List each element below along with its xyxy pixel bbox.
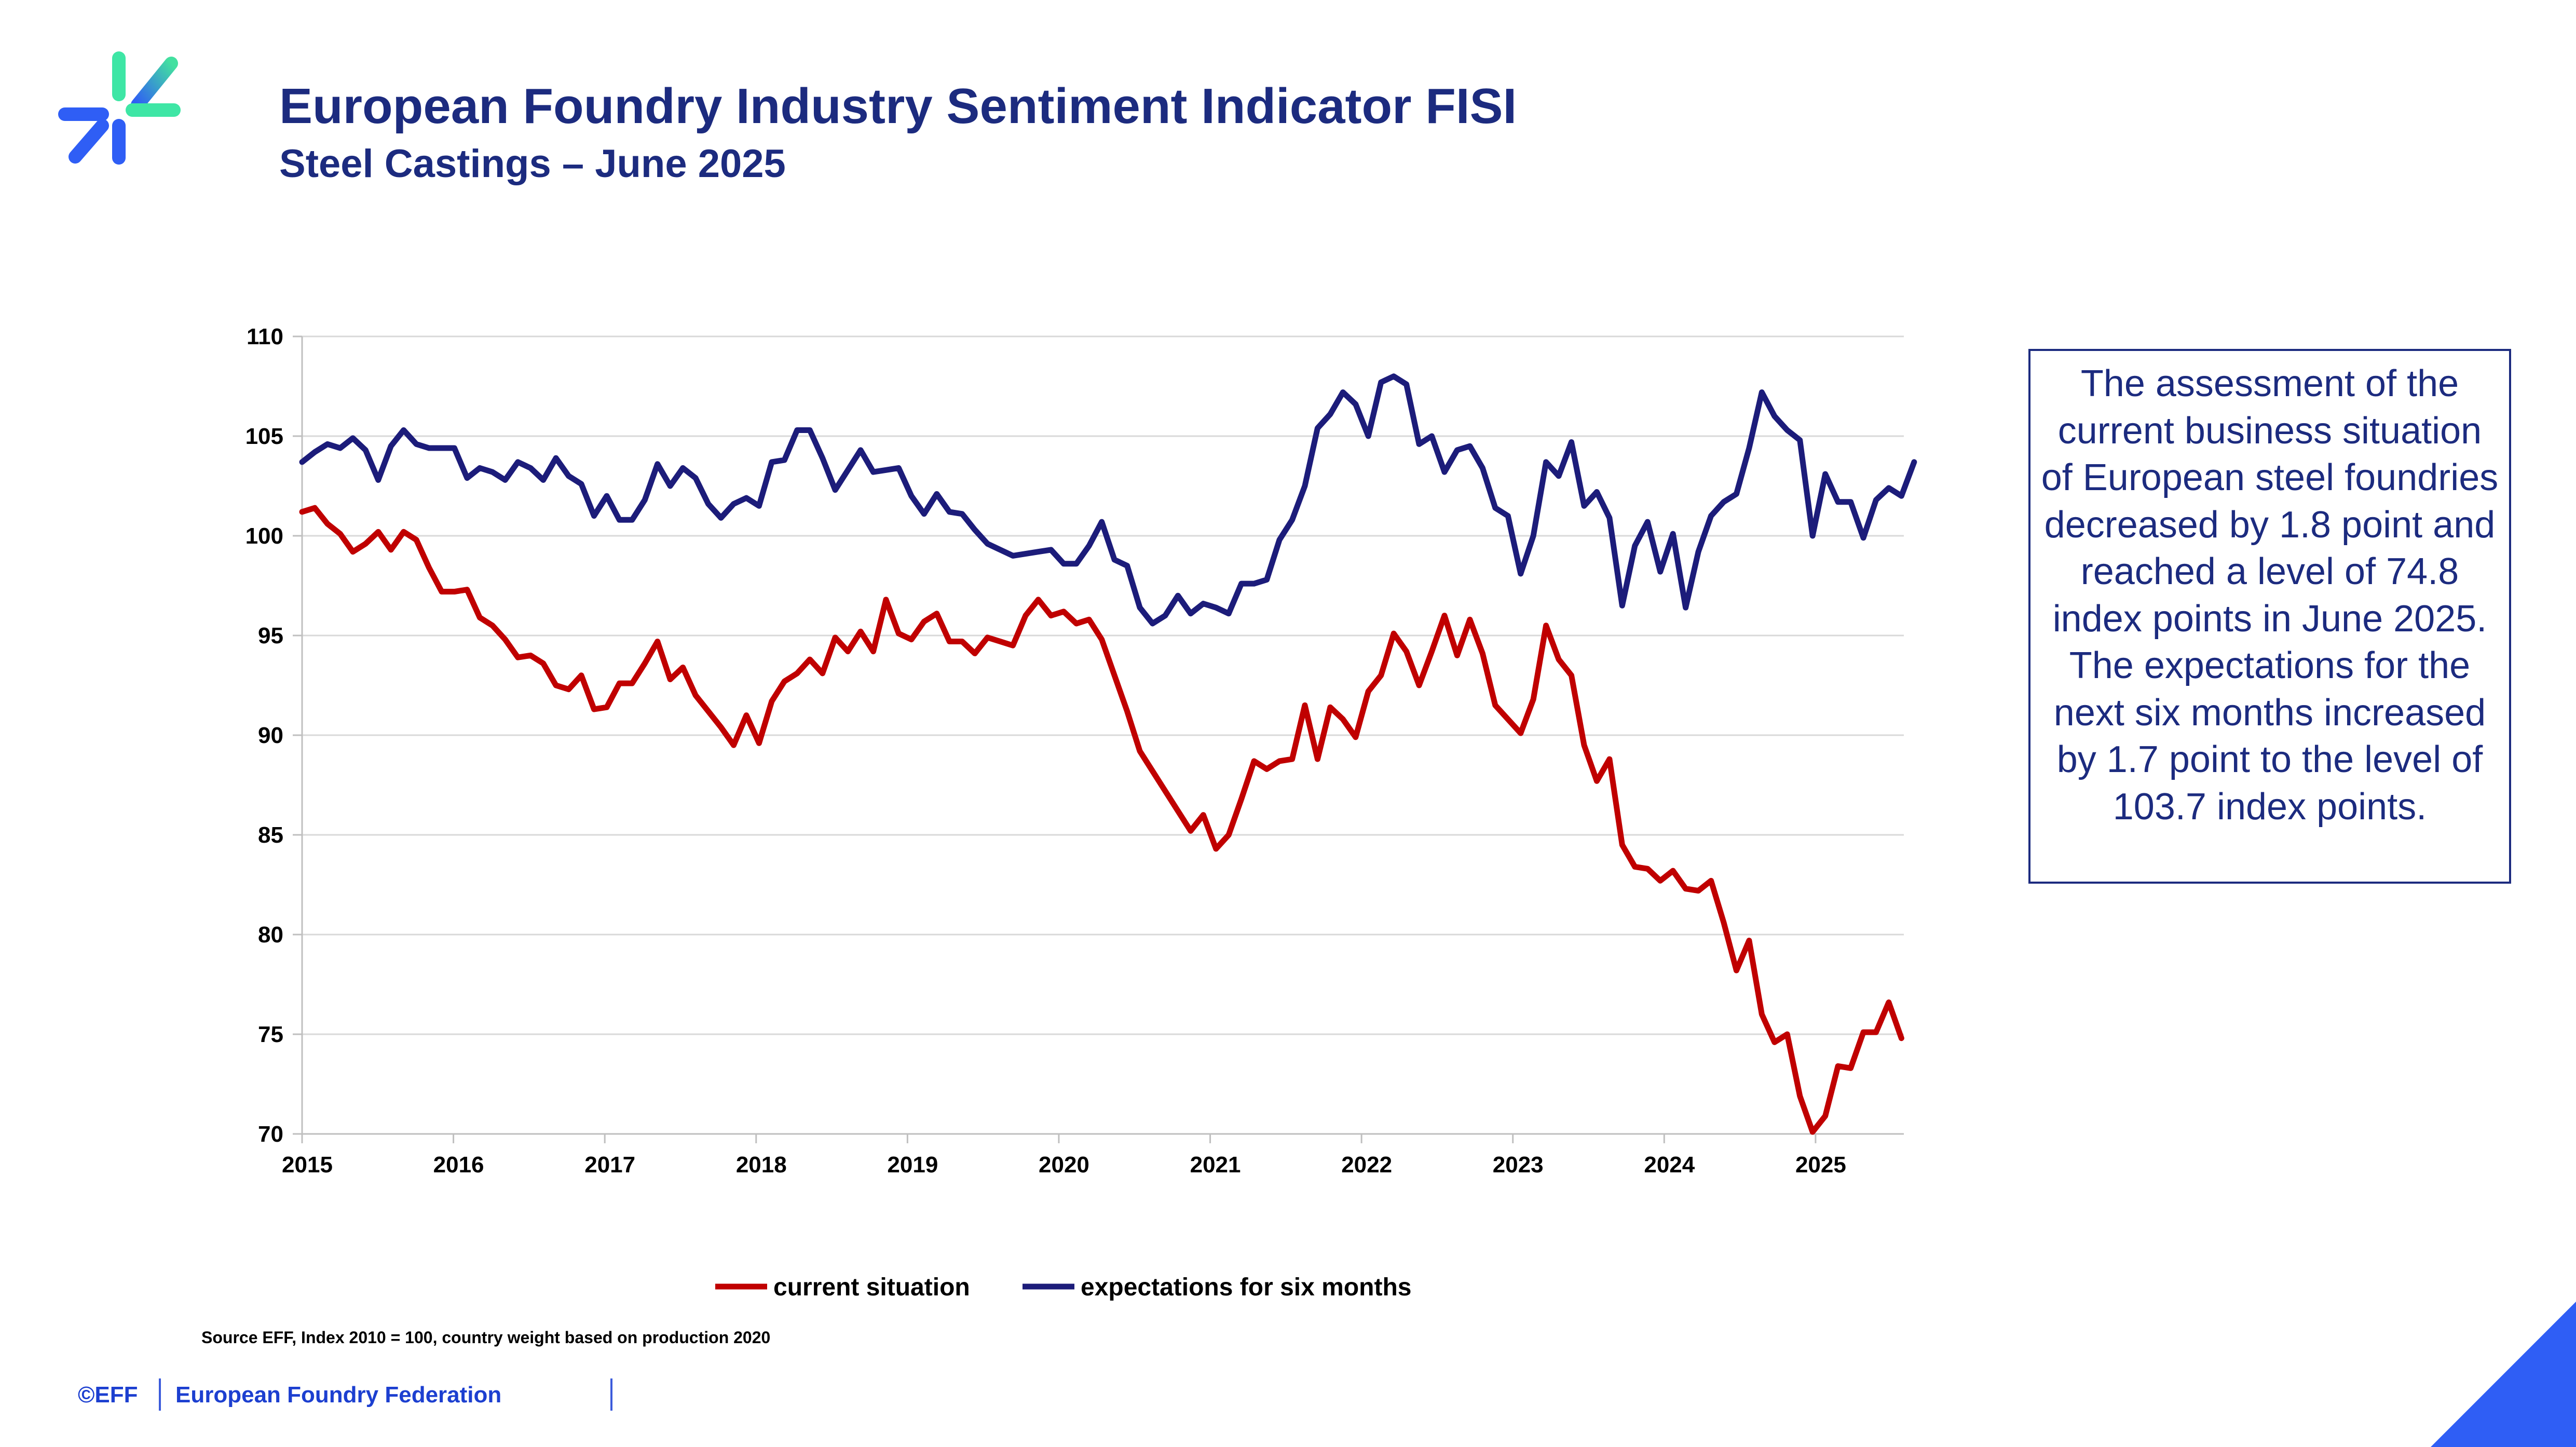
x-tick-label: 2024 <box>1644 1152 1695 1178</box>
y-tick-label: 105 <box>246 424 283 449</box>
x-tick-label: 2023 <box>1493 1152 1544 1178</box>
eff-logo-icon <box>58 51 181 165</box>
series-line-current-situation <box>299 505 1904 1135</box>
x-tick-label: 2022 <box>1341 1152 1392 1178</box>
x-tick-label: 2018 <box>736 1152 787 1178</box>
x-tick-label: 2020 <box>1039 1152 1089 1178</box>
corner-triangle-icon <box>2431 1302 2576 1447</box>
legend-label: current situation <box>773 1274 970 1301</box>
x-tick-label: 2019 <box>887 1152 938 1178</box>
page-title: European Foundry Industry Sentiment Indi… <box>279 78 1517 134</box>
x-tick-label: 2025 <box>1795 1152 1846 1178</box>
x-tick-label: 2017 <box>584 1152 635 1178</box>
summary-note: The assessment of the current business s… <box>2028 349 2511 884</box>
x-tick-label: 2015 <box>282 1152 333 1178</box>
footer-organization: European Foundry Federation <box>175 1382 502 1408</box>
source-note: Source EFF, Index 2010 = 100, country we… <box>201 1328 771 1347</box>
page-subtitle: Steel Castings – June 2025 <box>279 142 786 186</box>
footer-divider <box>159 1378 161 1411</box>
y-tick-label: 95 <box>258 623 283 648</box>
y-tick-label: 90 <box>258 723 283 748</box>
y-tick-label: 85 <box>258 822 283 848</box>
series-line-expectations <box>299 373 1917 627</box>
footer-copyright: ©EFF <box>78 1382 138 1408</box>
y-tick-label: 80 <box>258 922 283 948</box>
footer-divider-end <box>610 1378 612 1411</box>
y-tick-label: 75 <box>258 1022 283 1047</box>
legend-label: expectations for six months <box>1081 1274 1411 1301</box>
y-tick-label: 70 <box>258 1121 283 1147</box>
x-tick-label: 2021 <box>1190 1152 1241 1178</box>
y-tick-label: 100 <box>246 523 283 549</box>
x-tick-label: 2016 <box>433 1152 484 1178</box>
y-tick-label: 110 <box>247 324 283 349</box>
